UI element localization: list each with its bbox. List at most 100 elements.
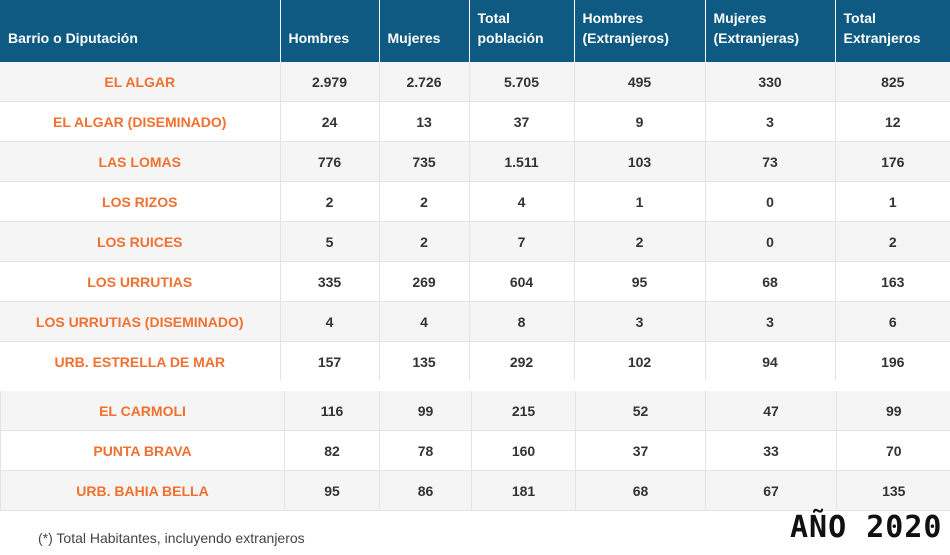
value-cell: 495 <box>574 62 706 102</box>
value-cell: 5.705 <box>469 62 575 102</box>
table-row: LOS RUICES 5 2 7 2 0 2 <box>0 221 950 262</box>
value-cell: 135 <box>836 470 950 511</box>
value-cell: 604 <box>469 261 575 302</box>
value-cell: 2 <box>835 221 950 262</box>
value-cell: 99 <box>379 391 472 431</box>
footnote: (*) Total Habitantes, incluyendo extranj… <box>38 530 305 546</box>
value-cell: 1.511 <box>469 141 575 182</box>
value-cell: 196 <box>835 341 950 382</box>
table-row: EL ALGAR (DISEMINADO) 24 13 37 9 3 12 <box>0 101 950 142</box>
barrio-name-cell: LOS URRUTIAS <box>0 261 281 302</box>
value-cell: 103 <box>574 141 706 182</box>
value-cell: 78 <box>379 430 472 471</box>
header-row: Barrio o Diputación Hombres Mujeres Tota… <box>0 0 950 62</box>
value-cell: 181 <box>471 470 576 511</box>
value-cell: 9 <box>574 101 706 142</box>
value-cell: 292 <box>469 341 575 382</box>
value-cell: 5 <box>280 221 380 262</box>
barrio-name-cell: LOS RIZOS <box>0 181 281 222</box>
header-total-extranjeros: Total Extranjeros <box>835 0 950 62</box>
population-table-bottom: EL CARMOLI 116 99 215 52 47 99 PUNTA BRAVA 82 78 1… <box>0 391 950 511</box>
value-cell: 33 <box>705 430 837 471</box>
value-cell: 37 <box>469 101 575 142</box>
value-cell: 176 <box>835 141 950 182</box>
table-row: PUNTA BRAVA 82 78 160 37 33 70 <box>0 430 950 471</box>
value-cell: 4 <box>280 301 380 342</box>
value-cell: 2 <box>574 221 706 262</box>
value-cell: 99 <box>836 391 950 431</box>
value-cell: 68 <box>705 261 836 302</box>
value-cell: 94 <box>705 341 836 382</box>
value-cell: 269 <box>379 261 470 302</box>
header-hombres: Hombres <box>280 0 380 62</box>
value-cell: 2 <box>280 181 380 222</box>
value-cell: 2 <box>379 181 470 222</box>
barrio-name-cell: URB. BAHIA BELLA <box>0 470 285 511</box>
value-cell: 82 <box>284 430 380 471</box>
value-cell: 735 <box>379 141 470 182</box>
value-cell: 135 <box>379 341 470 382</box>
value-cell: 215 <box>471 391 576 431</box>
value-cell: 7 <box>469 221 575 262</box>
table-gap <box>0 380 950 391</box>
value-cell: 3 <box>705 301 836 342</box>
value-cell: 4 <box>469 181 575 222</box>
value-cell: 13 <box>379 101 470 142</box>
value-cell: 776 <box>280 141 380 182</box>
value-cell: 116 <box>284 391 380 431</box>
barrio-name-cell: EL ALGAR (DISEMINADO) <box>0 101 281 142</box>
table-row: LOS URRUTIAS (DISEMINADO) 4 4 8 3 3 6 <box>0 301 950 342</box>
value-cell: 160 <box>471 430 576 471</box>
barrio-name-cell: PUNTA BRAVA <box>0 430 285 471</box>
value-cell: 102 <box>574 341 706 382</box>
value-cell: 68 <box>575 470 706 511</box>
value-cell: 2.979 <box>280 62 380 102</box>
value-cell: 47 <box>705 391 837 431</box>
value-cell: 163 <box>835 261 950 302</box>
value-cell: 335 <box>280 261 380 302</box>
value-cell: 12 <box>835 101 950 142</box>
table-row: LAS LOMAS 776 735 1.511 103 73 176 <box>0 141 950 182</box>
barrio-name-cell: EL ALGAR <box>0 62 281 102</box>
value-cell: 95 <box>574 261 706 302</box>
table-row: LOS RIZOS 2 2 4 1 0 1 <box>0 181 950 222</box>
value-cell: 37 <box>575 430 706 471</box>
value-cell: 67 <box>705 470 837 511</box>
header-hombres-extranjeros: Hombres (Extranjeros) <box>574 0 706 62</box>
header-mujeres-extranjeras: Mujeres (Extranjeras) <box>705 0 836 62</box>
barrio-name-cell: EL CARMOLI <box>0 391 285 431</box>
table-row: URB. ESTRELLA DE MAR 157 135 292 102 94 196 <box>0 341 950 382</box>
value-cell: 86 <box>379 470 472 511</box>
value-cell: 1 <box>835 181 950 222</box>
year-label: AÑO 2020 <box>790 510 943 545</box>
value-cell: 3 <box>705 101 836 142</box>
value-cell: 0 <box>705 181 836 222</box>
table-row: EL CARMOLI 116 99 215 52 47 99 <box>0 391 950 431</box>
value-cell: 825 <box>835 62 950 102</box>
value-cell: 70 <box>836 430 950 471</box>
value-cell: 4 <box>379 301 470 342</box>
value-cell: 24 <box>280 101 380 142</box>
value-cell: 1 <box>574 181 706 222</box>
value-cell: 0 <box>705 221 836 262</box>
header-total-poblacion: Total población <box>469 0 575 62</box>
barrio-name-cell: URB. ESTRELLA DE MAR <box>0 341 281 382</box>
table-row: EL ALGAR 2.979 2.726 5.705 495 330 825 <box>0 62 950 102</box>
table-row: LOS URRUTIAS 335 269 604 95 68 163 <box>0 261 950 302</box>
value-cell: 2.726 <box>379 62 470 102</box>
barrio-name-cell: LAS LOMAS <box>0 141 281 182</box>
value-cell: 330 <box>705 62 836 102</box>
header-barrio: Barrio o Diputación <box>0 0 281 62</box>
value-cell: 95 <box>284 470 380 511</box>
barrio-name-cell: LOS URRUTIAS (DISEMINADO) <box>0 301 281 342</box>
value-cell: 52 <box>575 391 706 431</box>
value-cell: 2 <box>379 221 470 262</box>
value-cell: 73 <box>705 141 836 182</box>
header-mujeres: Mujeres <box>379 0 470 62</box>
table-row: URB. BAHIA BELLA 95 86 181 68 67 135 <box>0 470 950 511</box>
population-table-top: Barrio o Diputación Hombres Mujeres Tota… <box>0 0 950 382</box>
value-cell: 8 <box>469 301 575 342</box>
value-cell: 3 <box>574 301 706 342</box>
value-cell: 157 <box>280 341 380 382</box>
barrio-name-cell: LOS RUICES <box>0 221 281 262</box>
